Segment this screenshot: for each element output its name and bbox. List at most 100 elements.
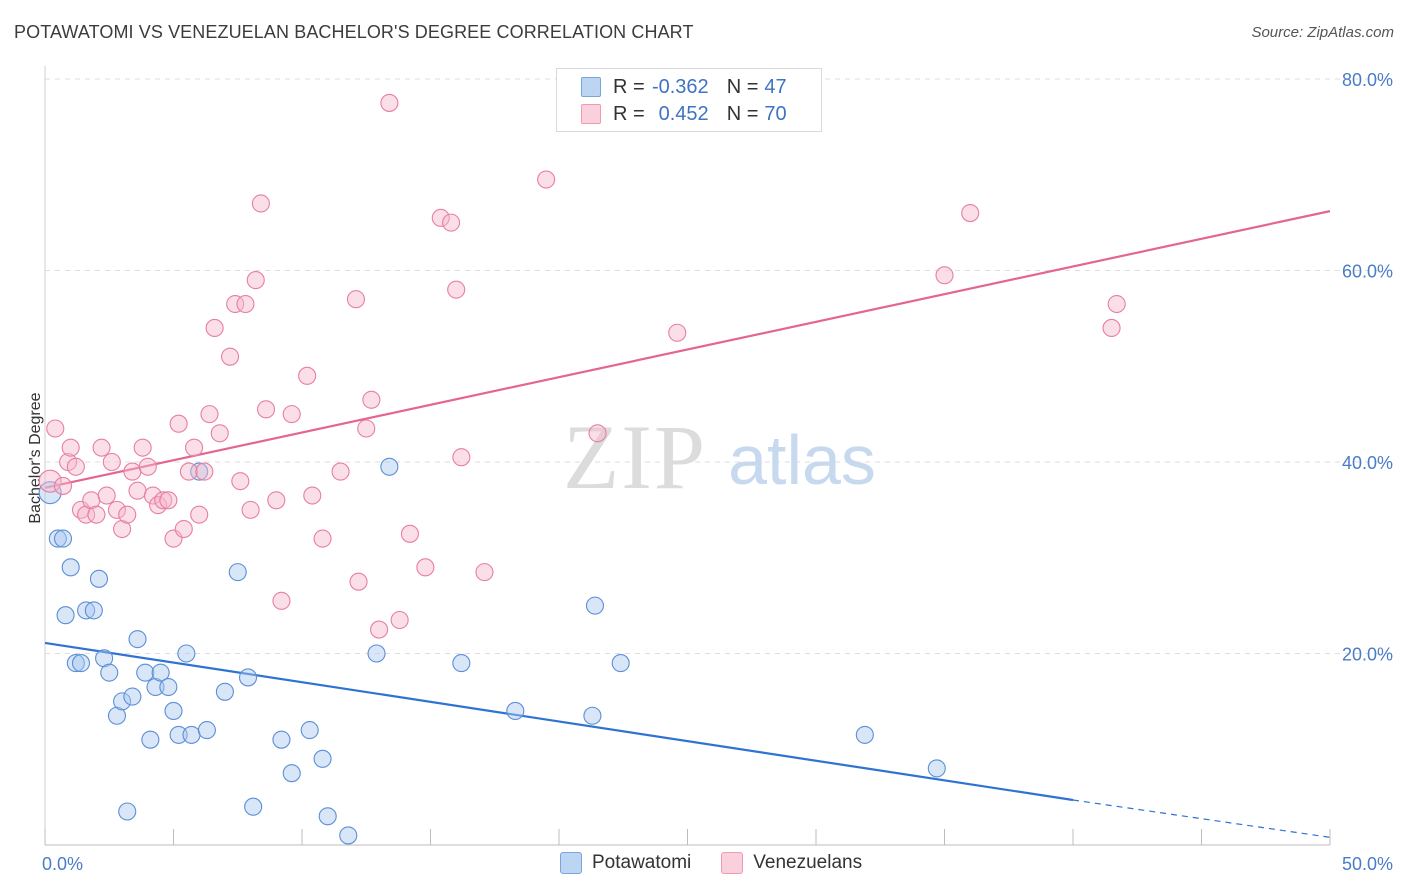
potawatomi-point — [53, 529, 73, 548]
potawatomi-point — [61, 558, 80, 577]
venezuelans-point — [272, 591, 291, 610]
potawatomi-swatch — [581, 77, 601, 97]
venezuelans-point — [210, 424, 229, 443]
venezuelans-point — [668, 323, 687, 342]
potawatomi-point — [190, 462, 209, 481]
n-key: N = — [726, 102, 759, 125]
venezuelans-point — [282, 405, 301, 424]
venezuelans-point — [231, 472, 250, 491]
potawatomi-point — [107, 706, 127, 725]
legend-label: Potawatomi — [592, 852, 692, 873]
potawatomi-point — [48, 529, 67, 548]
venezuelans-point — [298, 366, 317, 385]
r-key: R = — [613, 102, 645, 125]
venezuelans-point — [251, 194, 270, 213]
potawatomi-point — [228, 563, 247, 582]
y-tick-label: 40.0% — [1342, 453, 1393, 473]
venezuelans-point — [303, 486, 322, 505]
venezuelans-point — [174, 519, 193, 539]
venezuelans-point — [588, 424, 607, 443]
potawatomi-point — [182, 725, 201, 744]
venezuelans-point — [256, 400, 276, 419]
venezuelans-point — [200, 405, 219, 424]
venezuelans-point — [380, 93, 399, 112]
venezuelans-point — [246, 271, 265, 290]
venezuelans-point — [53, 476, 73, 495]
venezuelans-point — [87, 505, 106, 524]
potawatomi-point — [244, 797, 263, 816]
legend-label: Venezuelans — [753, 852, 863, 873]
venezuelans-point — [400, 524, 419, 543]
tick-labels: 20.0% 40.0% 60.0% 80.0% 0.0% 50.0% — [42, 70, 1393, 874]
watermark-atlas: atlas — [728, 421, 876, 499]
potawatomi-point — [282, 764, 301, 783]
n-value: 47 — [764, 75, 787, 98]
venezuelans-point — [107, 500, 127, 519]
potawatomi-point — [159, 677, 178, 697]
venezuelans-point — [1102, 318, 1121, 338]
r-key: R = — [613, 75, 645, 98]
venezuelans-swatch — [581, 104, 601, 124]
potawatomi-point — [177, 644, 196, 663]
venezuelans-point — [447, 280, 466, 299]
potawatomi-legend-swatch — [560, 852, 582, 874]
venezuelans-point — [442, 213, 461, 232]
trend-line — [44, 210, 1331, 489]
potawatomi-point — [927, 759, 946, 778]
venezuelans-point — [349, 572, 368, 591]
potawatomi-point — [197, 721, 216, 740]
venezuelans-point — [1107, 294, 1126, 314]
potawatomi-point — [855, 725, 874, 744]
venezuelans-point — [138, 457, 157, 476]
potawatomi-point — [611, 654, 630, 673]
venezuelans-point — [475, 563, 494, 582]
venezuelans-point — [416, 558, 435, 577]
potawatomi-point — [313, 749, 332, 768]
venezuelans-point — [185, 438, 204, 457]
potawatomi-point — [141, 730, 160, 749]
venezuelans-point — [102, 452, 121, 472]
venezuelans-point — [149, 496, 168, 515]
venezuelans-point — [537, 170, 556, 189]
potawatomi-point — [169, 725, 188, 744]
venezuelans-point — [118, 505, 137, 524]
stats-row-venezuelans: R = 0.452 N = 70 — [581, 101, 787, 127]
venezuelans-point — [123, 462, 142, 481]
trend-lines — [44, 210, 1331, 838]
stats-row-potawatomi: R = -0.362 N = 47 — [581, 74, 787, 100]
y-tick-label: 20.0% — [1342, 645, 1393, 665]
venezuelans-point — [38, 469, 62, 493]
venezuelans-point — [961, 204, 980, 223]
potawatomi-point — [585, 596, 605, 615]
potawatomi-point — [56, 606, 75, 625]
potawatomi-point — [506, 701, 525, 721]
venezuelans-point — [190, 505, 209, 524]
potawatomi-point — [583, 706, 602, 725]
venezuelans-point — [92, 438, 111, 457]
potawatomi-point — [89, 569, 109, 588]
venezuelans-point — [159, 491, 178, 510]
n-key: N = — [726, 75, 759, 98]
potawatomi-point — [272, 730, 291, 749]
venezuelans-point — [195, 462, 214, 481]
legend-item-potawatomi: Potawatomi — [560, 852, 691, 874]
venezuelans-point — [154, 491, 173, 510]
potawatomi-point — [151, 663, 170, 682]
source-credit: Source: ZipAtlas.com — [1251, 24, 1394, 41]
venezuelans-point — [390, 610, 409, 630]
series-legend: Potawatomi Venezuelans — [560, 852, 892, 874]
venezuelans-point — [452, 448, 471, 467]
gridlines — [45, 78, 1392, 654]
watermark: ZIP atlas — [563, 406, 876, 508]
venezuelans-point — [205, 318, 224, 338]
venezuelans-point — [113, 519, 132, 539]
stats-legend: R = -0.362 N = 47 R = 0.452 N = 70 — [556, 68, 822, 132]
r-value: 0.452 — [658, 102, 709, 125]
venezuelans-point — [370, 620, 389, 639]
potawatomi-point — [318, 807, 337, 826]
potawatomi-point — [136, 663, 155, 682]
potawatomi-point — [215, 682, 234, 701]
potawatomi-point — [380, 457, 399, 476]
legend-item-venezuelans: Venezuelans — [721, 852, 862, 874]
